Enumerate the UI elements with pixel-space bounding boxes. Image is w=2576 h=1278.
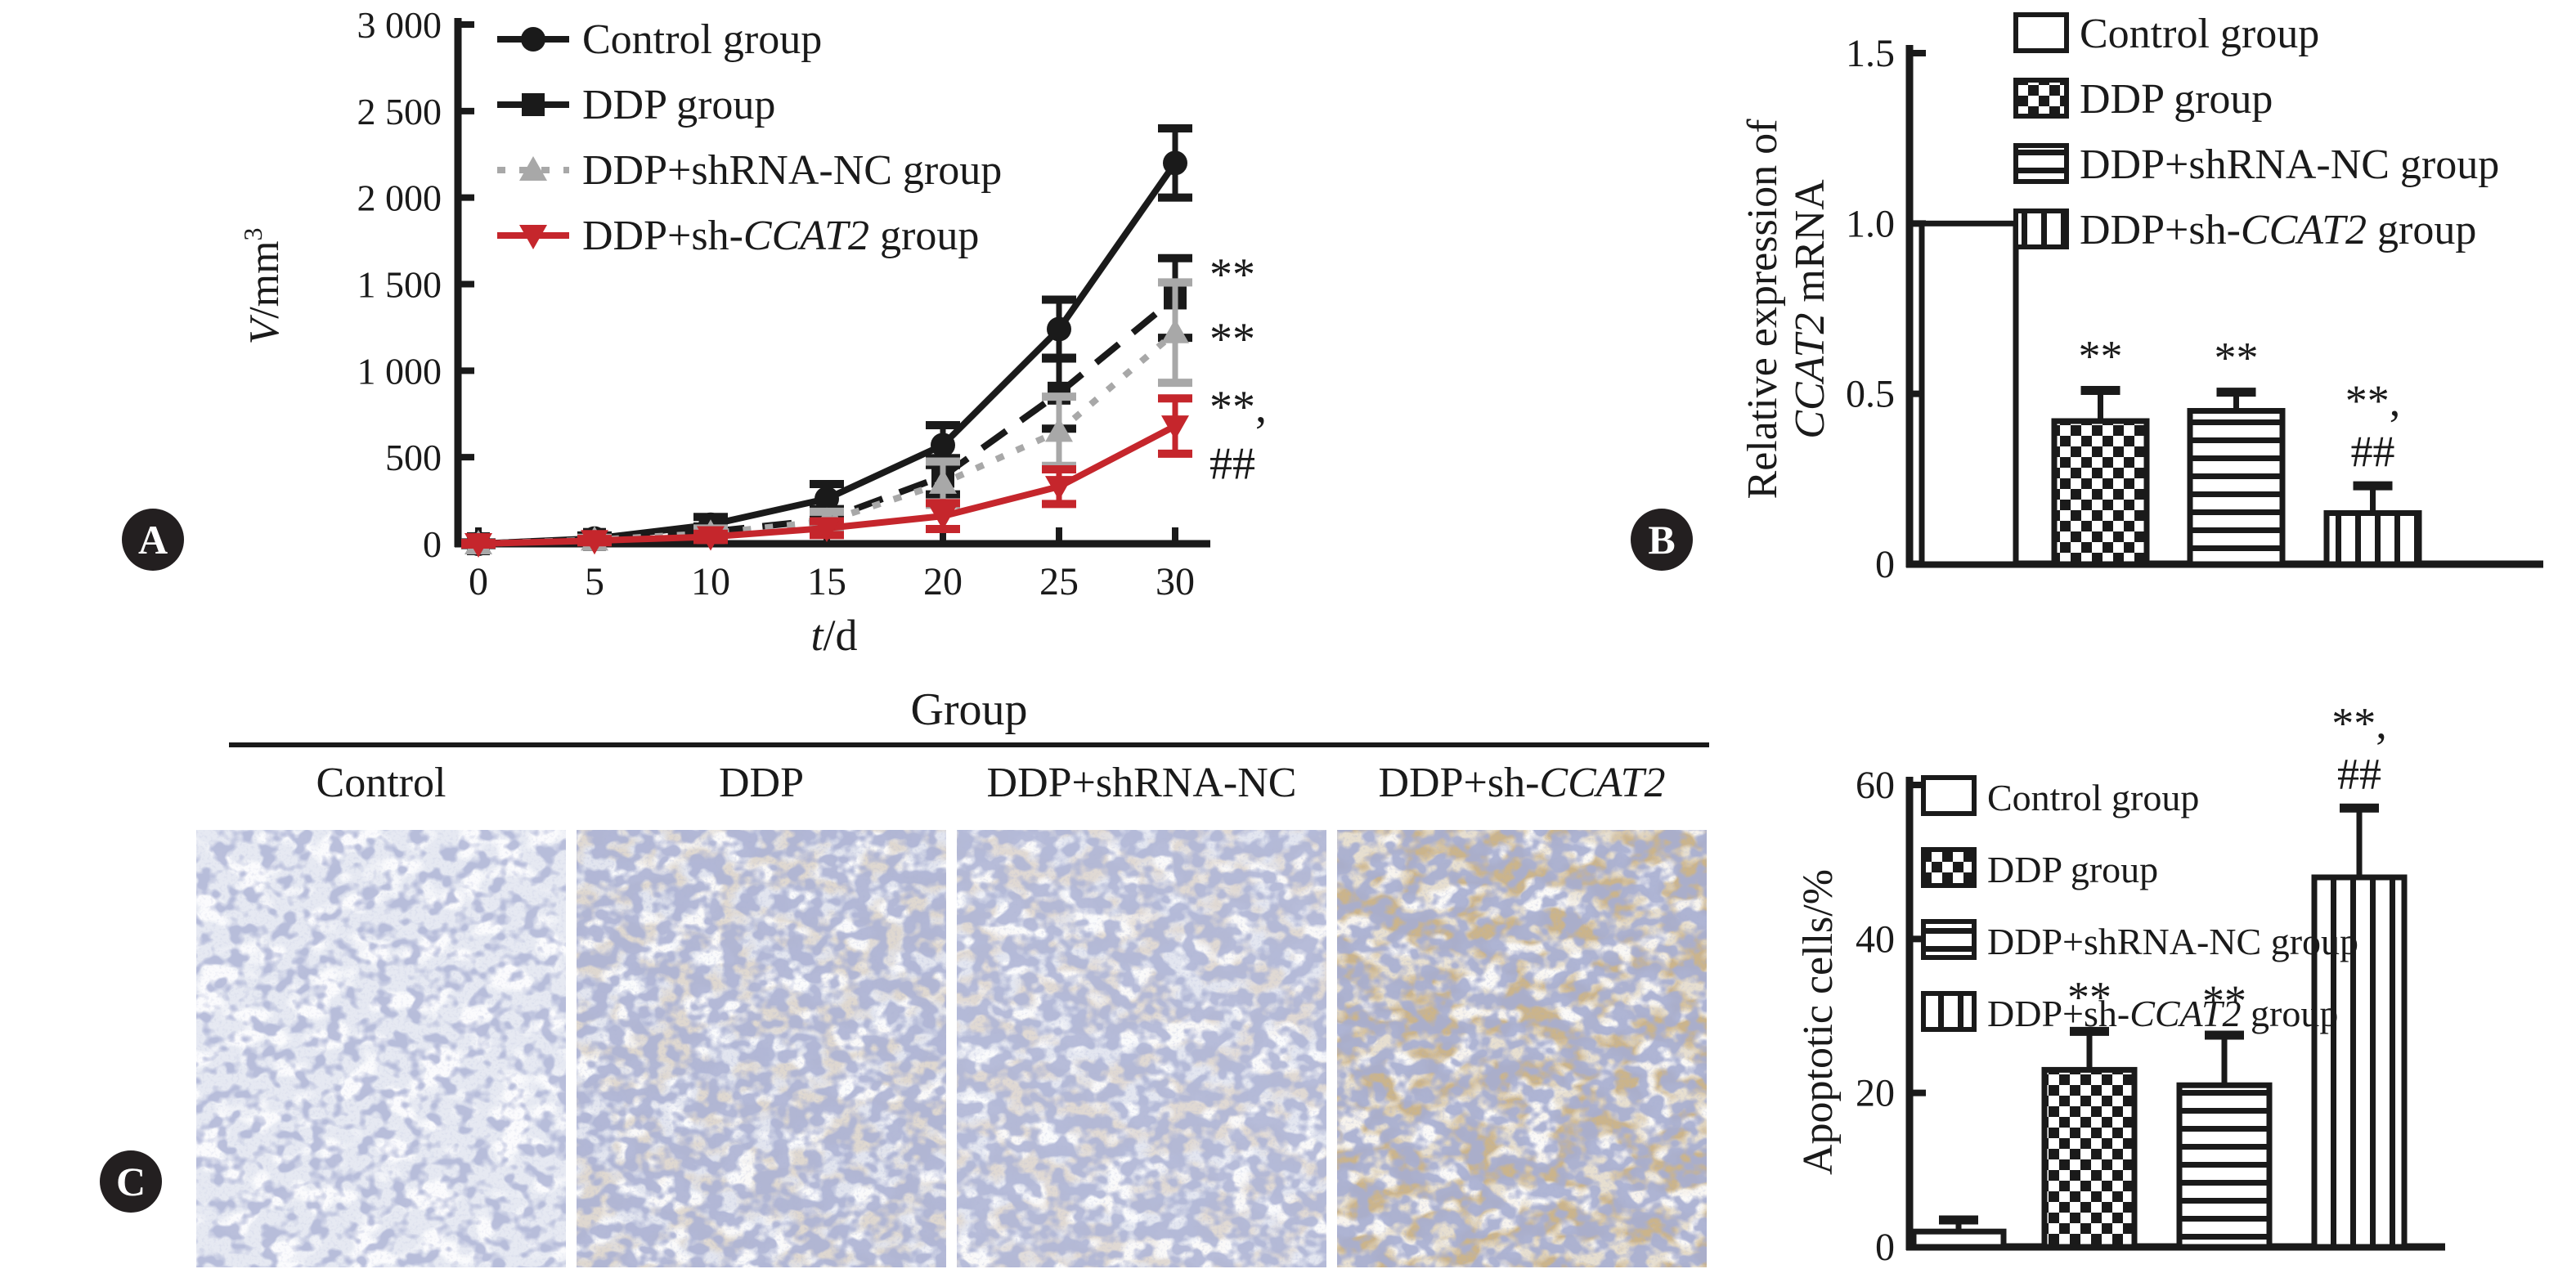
- significance-annotation: **: [2215, 334, 2259, 383]
- y-axis-label: Apoptotic cells/%: [1795, 869, 1842, 1175]
- y-tick-label: 2 000: [357, 177, 442, 219]
- significance-annotation: **: [2079, 332, 2123, 381]
- significance-annotation: ##: [2337, 749, 2381, 798]
- panel-c-label: C: [115, 1159, 146, 1204]
- tumor-volume-line-chart: 0 500 1 000 1 500 2 000 2 500 3 000 0 5 10 15 20 25 3…: [238, 4, 1267, 660]
- y-tick-label: 2 500: [357, 91, 442, 132]
- legend-label: DDP+sh-CCAT2 group: [2080, 207, 2476, 253]
- legend-label: DDP+sh-CCAT2 group: [582, 213, 979, 259]
- y-tick-label: 500: [385, 437, 442, 478]
- legend: Control group DDP group DDP+shRNA-NC group…: [1921, 775, 2358, 1034]
- bar-ddp-sh-ccat2-group: [2311, 803, 2408, 1250]
- bar-ddp-shrna-nc-group: [2176, 1030, 2273, 1250]
- ihc-image-ddp-sh-ccat2: [1337, 830, 1707, 1267]
- bar-ddp-sh-ccat2-group: [2323, 481, 2422, 567]
- legend-label: Control group: [1987, 777, 2199, 818]
- bar-ddp-group: [2041, 1026, 2138, 1250]
- label-part: CCAT2: [1539, 760, 1666, 806]
- bar-control-group: [1919, 220, 2019, 567]
- y-tick-label: 20: [1856, 1072, 1895, 1115]
- x-tick-label: 0: [469, 560, 488, 603]
- y-tick-label: 0: [1875, 1226, 1895, 1269]
- ccat2-expression-bar-chart: 0 0.5 1.0 1.5 Relative expression of CCAT2 mR…: [1739, 11, 2543, 586]
- significance-annotation: **,: [2345, 376, 2401, 425]
- legend-label: DDP+shRNA-NC group: [582, 147, 1002, 194]
- x-axis-label: t/d: [810, 611, 857, 660]
- ihc-image-ddp: [577, 830, 946, 1267]
- panel-c-label-sh-ccat2: DDP+sh-CCAT2: [1337, 759, 1707, 807]
- x-tick-label: 15: [807, 560, 846, 603]
- y-tick-label: 1 000: [357, 350, 442, 392]
- y-tick-label: 1 500: [357, 264, 442, 306]
- ihc-image-control: [196, 830, 566, 1267]
- y-tick-label: 0: [423, 523, 442, 565]
- label-part: DDP: [718, 760, 805, 806]
- series-4: [461, 394, 1192, 558]
- legend-label: DDP group: [2080, 76, 2273, 123]
- panel-b-label: B: [1648, 517, 1676, 563]
- significance-annotation: **: [2202, 976, 2246, 1025]
- y-axis-label: V/mm3: [238, 227, 288, 344]
- y-tick-label: 1.5: [1846, 32, 1895, 75]
- axes: 0 500 1 000 1 500 2 000 2 500 3 000 0 5 10 15 20 25 3…: [238, 4, 1210, 660]
- panel-c-label-ddp: DDP: [577, 759, 946, 807]
- y-tick-label: 40: [1856, 917, 1895, 961]
- legend-label: Control group: [582, 16, 822, 63]
- bar-ddp-group: [2051, 386, 2150, 567]
- panel-b-badge: B: [1631, 509, 1693, 571]
- y-tick-label: 0.5: [1846, 373, 1895, 416]
- label-part: DDP+sh-: [1378, 760, 1540, 806]
- apoptotic-cells-bar-chart: 0 20 40 60 Apoptotic cells/% ** ** ##**, Control…: [1795, 698, 2445, 1269]
- x-tick-label: 25: [1039, 560, 1079, 603]
- legend-label: DDP+sh-CCAT2 group: [1987, 993, 2338, 1034]
- ihc-image-ddp-shrna-nc: [957, 830, 1326, 1267]
- series-3: [461, 278, 1192, 554]
- panel-c-rule: [229, 742, 1709, 747]
- significance-annotation: **: [2067, 972, 2112, 1021]
- x-tick-label: 10: [691, 560, 730, 603]
- y-tick-label: 0: [1875, 543, 1895, 586]
- x-tick-label: 20: [923, 560, 963, 603]
- legend-label: Control group: [2080, 11, 2319, 57]
- panel-c-badge: C: [100, 1150, 162, 1213]
- legend: Control group DDP group DDP+shRNA-NC group…: [497, 16, 1002, 259]
- legend-label: DDP group: [1987, 849, 2158, 890]
- y-axis-label: CCAT2 mRNA: [1787, 179, 1833, 439]
- y-tick-label: 3 000: [357, 4, 442, 46]
- panel-a-label: A: [137, 517, 168, 563]
- bar-ddp-shrna-nc-group: [2187, 388, 2286, 567]
- significance-annotation: **: [1209, 314, 1255, 365]
- y-tick-label: 1.0: [1846, 202, 1895, 245]
- x-tick-label: 30: [1156, 560, 1195, 603]
- label-part: DDP+shRNA-NC: [986, 760, 1297, 806]
- legend-label: DDP group: [582, 82, 775, 128]
- y-axis-label: Relative expression of: [1739, 119, 1786, 500]
- legend-label: DDP+shRNA-NC group: [2080, 141, 2499, 188]
- panel-a-badge: A: [122, 509, 184, 571]
- panel-c-group-title: Group: [910, 684, 1028, 735]
- label-part: Control: [316, 760, 447, 806]
- bar-control-group: [1910, 1215, 2007, 1250]
- significance-annotation: **,: [2331, 698, 2387, 747]
- significance-annotation: **: [1209, 249, 1255, 300]
- significance-annotation: ##: [1209, 439, 1255, 490]
- significance-annotation: ##: [2351, 427, 2395, 476]
- significance-annotation: **,: [1209, 382, 1267, 433]
- y-tick-label: 60: [1856, 764, 1895, 807]
- x-tick-label: 5: [585, 560, 604, 603]
- panel-c-label-shrna-nc: DDP+shRNA-NC: [957, 759, 1326, 807]
- panel-c-label-control: Control: [196, 759, 566, 807]
- legend-label: DDP+shRNA-NC group: [1987, 921, 2358, 962]
- legend: Control group DDP group DDP+shRNA-NC group…: [2013, 11, 2499, 253]
